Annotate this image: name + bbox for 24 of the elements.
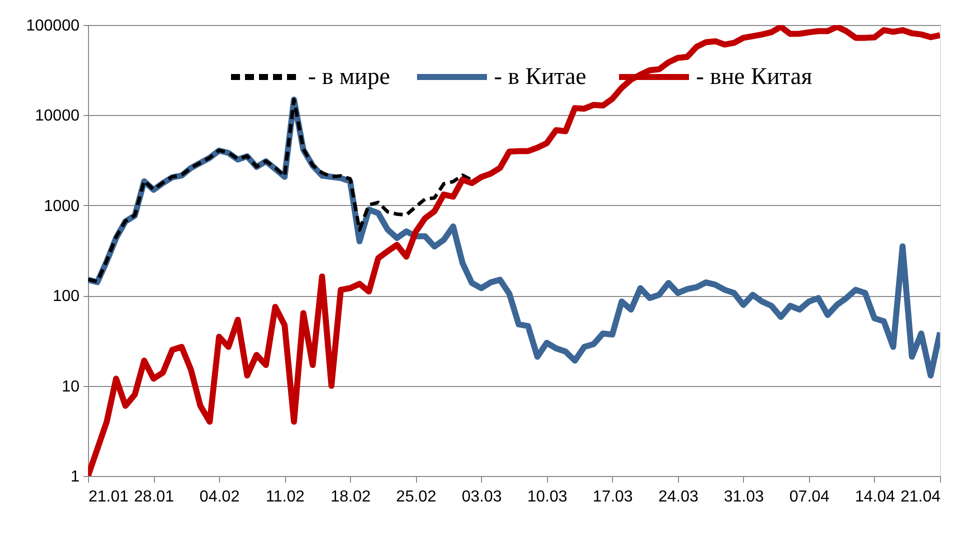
x-tick-label: 03.03	[462, 488, 502, 506]
x-tick-label: 14.04	[854, 488, 896, 506]
legend-label: - в Китае	[494, 64, 586, 90]
x-tick-label: 17.03	[592, 488, 633, 506]
legend-label: - в мире	[308, 64, 390, 90]
x-tick-label: 18.02	[330, 488, 371, 506]
x-tick-label: 04.02	[200, 488, 240, 506]
line-series	[88, 98, 474, 284]
y-tick-label: 100	[52, 288, 80, 306]
y-tick-label: 100000	[26, 18, 80, 34]
x-tick-label: 11.02	[266, 488, 305, 506]
legend-label: - вне Китая	[696, 64, 812, 90]
x-tick-label: 10.03	[527, 488, 568, 506]
x-tick-label: 31.03	[724, 488, 764, 506]
y-tick-label: 1000	[44, 198, 80, 215]
x-tick-label: 24.03	[658, 488, 698, 506]
x-tick-label: 21.01	[88, 488, 129, 506]
x-tick-label: 28.01	[134, 488, 174, 506]
y-tick-label: 1	[70, 468, 80, 486]
y-tick-label: 10	[62, 378, 80, 396]
x-tick-label: 07.04	[789, 488, 830, 506]
y-tick-label: 10000	[35, 108, 80, 125]
x-tick-label: 21.04	[900, 488, 941, 506]
x-tick-label: 25.02	[396, 488, 436, 506]
